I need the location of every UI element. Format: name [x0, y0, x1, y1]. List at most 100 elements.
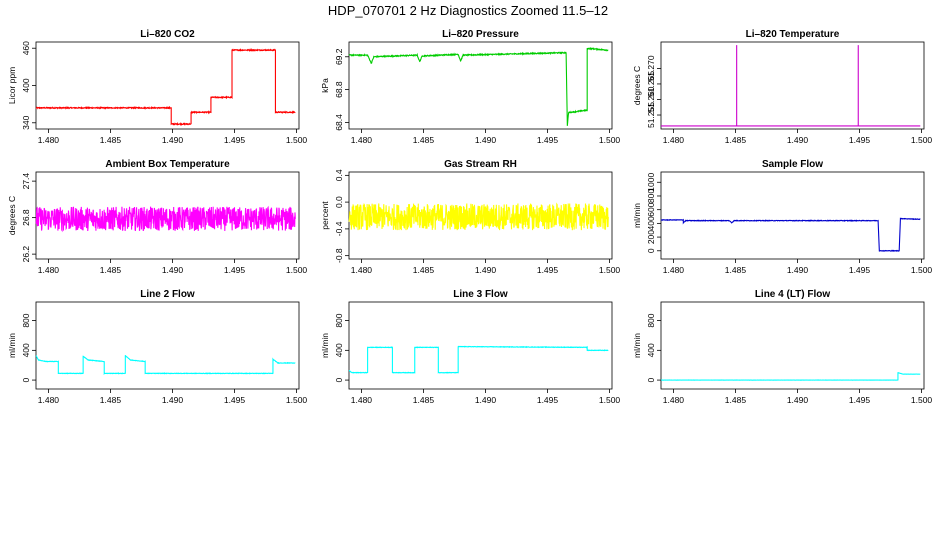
- panel-1: Li–820 Pressure 1.480 1.485 1.490 1.495 1.500…: [320, 29, 620, 145]
- y-axis-label: ml/min: [320, 333, 330, 358]
- y-tick-label: 27.4: [21, 173, 31, 190]
- y-tick-label: 400: [21, 343, 31, 357]
- series-line: [660, 372, 921, 381]
- x-tick-label: 1.500: [599, 265, 621, 275]
- y-tick-label: 68.4: [334, 114, 344, 131]
- plot-frame: [35, 301, 300, 390]
- x-tick-label: 1.480: [38, 265, 60, 275]
- y-tick-label: 26.8: [21, 209, 31, 226]
- series-line: [35, 355, 296, 376]
- y-tick-label: 0: [646, 377, 656, 382]
- panel-title: Line 4 (LT) Flow: [755, 289, 831, 300]
- y-tick-label: 1000: [646, 173, 656, 192]
- panel-title: Gas Stream RH: [444, 159, 517, 170]
- y-tick-label: 51.270: [646, 55, 656, 81]
- y-axis-label: ml/min: [7, 333, 17, 358]
- panel-5: Sample Flow 1.480 1.485 1.490 1.495 1.500 0 200…: [632, 159, 932, 275]
- y-tick-label: 400: [646, 216, 656, 230]
- panel-7: Line 3 Flow 1.480 1.485 1.490 1.495 1.500 0 400…: [320, 289, 620, 405]
- x-tick-label: 1.485: [413, 395, 435, 405]
- x-tick-label: 1.480: [663, 395, 685, 405]
- series-line: [661, 45, 921, 127]
- y-axis-label: Licor ppm: [7, 67, 17, 104]
- plot-frame: [35, 41, 300, 130]
- x-tick-label: 1.495: [849, 395, 871, 405]
- x-tick-label: 1.485: [100, 265, 122, 275]
- x-tick-label: 1.480: [38, 135, 60, 145]
- y-tick-label: 400: [334, 343, 344, 357]
- panel-8: Line 4 (LT) Flow 1.480 1.485 1.490 1.495 1.50…: [632, 289, 932, 405]
- y-tick-label: 69.2: [334, 48, 344, 65]
- y-tick-label: 200: [646, 230, 656, 244]
- y-tick-label: 0.4: [334, 169, 344, 181]
- plot-frame: [348, 301, 613, 390]
- x-tick-label: 1.480: [351, 395, 373, 405]
- panel-0: Li–820 CO2 1.480 1.485 1.490 1.495 1.500 340 40…: [7, 29, 307, 145]
- y-tick-label: -0.4: [334, 221, 344, 236]
- x-tick-label: 1.500: [911, 265, 933, 275]
- y-axis-label: degrees C: [632, 66, 642, 105]
- series-line: [35, 205, 296, 233]
- x-tick-label: 1.490: [787, 395, 809, 405]
- x-tick-label: 1.480: [38, 395, 60, 405]
- x-tick-label: 1.495: [537, 265, 559, 275]
- y-axis-label: percent: [320, 201, 330, 230]
- page-title: HDP_070701 2 Hz Diagnostics Zoomed 11.5–…: [327, 3, 609, 18]
- y-tick-label: 400: [21, 78, 31, 92]
- y-axis-label: degrees C: [7, 196, 17, 235]
- x-tick-label: 1.495: [537, 395, 559, 405]
- x-tick-label: 1.485: [725, 265, 747, 275]
- x-tick-label: 1.495: [537, 135, 559, 145]
- series-line: [348, 202, 609, 231]
- x-tick-label: 1.485: [413, 135, 435, 145]
- plot-frame: [348, 171, 613, 260]
- panel-4: Gas Stream RH 1.480 1.485 1.490 1.495 1.500 -0…: [320, 159, 620, 275]
- x-tick-label: 1.480: [663, 135, 685, 145]
- y-tick-label: 800: [21, 313, 31, 327]
- series-line: [348, 345, 609, 374]
- x-tick-label: 1.500: [911, 135, 933, 145]
- y-tick-label: 340: [21, 115, 31, 129]
- series-line: [348, 46, 609, 126]
- series-line: [35, 47, 296, 126]
- x-tick-label: 1.485: [100, 135, 122, 145]
- x-tick-label: 1.500: [911, 395, 933, 405]
- panel-title: Ambient Box Temperature: [105, 159, 230, 170]
- y-tick-label: 26.2: [21, 246, 31, 263]
- x-tick-label: 1.485: [413, 265, 435, 275]
- y-tick-label: -0.8: [334, 248, 344, 263]
- x-tick-label: 1.500: [599, 135, 621, 145]
- y-tick-label: 51.265: [646, 71, 656, 97]
- y-axis-label: ml/min: [632, 333, 642, 358]
- y-axis-label: ml/min: [632, 203, 642, 228]
- panel-2: Li–820 Temperature 1.480 1.485 1.490 1.495 1.…: [632, 29, 932, 145]
- y-tick-label: 0.0: [334, 196, 344, 208]
- y-tick-label: 800: [334, 313, 344, 327]
- x-tick-label: 1.485: [100, 395, 122, 405]
- plot-frame: [348, 41, 613, 130]
- panel-6: Line 2 Flow 1.480 1.485 1.490 1.495 1.500 0 400…: [7, 289, 307, 405]
- x-tick-label: 1.490: [162, 395, 184, 405]
- x-tick-label: 1.500: [286, 395, 308, 405]
- y-tick-label: 68.8: [334, 81, 344, 98]
- y-tick-label: 51.260: [646, 86, 656, 112]
- x-tick-label: 1.485: [725, 135, 747, 145]
- y-tick-label: 400: [646, 343, 656, 357]
- panel-3: Ambient Box Temperature 1.480 1.485 1.490 1.…: [7, 159, 307, 275]
- y-tick-label: 0: [334, 377, 344, 382]
- x-tick-label: 1.480: [663, 265, 685, 275]
- panel-title: Sample Flow: [762, 159, 823, 170]
- panel-title: Li–820 CO2: [140, 29, 195, 40]
- x-tick-label: 1.490: [475, 135, 497, 145]
- y-tick-label: 800: [646, 189, 656, 203]
- x-tick-label: 1.490: [787, 265, 809, 275]
- x-tick-label: 1.500: [286, 135, 308, 145]
- x-tick-label: 1.495: [849, 265, 871, 275]
- y-tick-label: 800: [646, 313, 656, 327]
- plot-frame: [660, 301, 925, 390]
- x-tick-label: 1.485: [725, 395, 747, 405]
- panel-title: Li–820 Temperature: [746, 29, 840, 40]
- panel-title: Li–820 Pressure: [442, 29, 519, 40]
- x-tick-label: 1.500: [286, 265, 308, 275]
- panel-title: Line 2 Flow: [140, 289, 195, 300]
